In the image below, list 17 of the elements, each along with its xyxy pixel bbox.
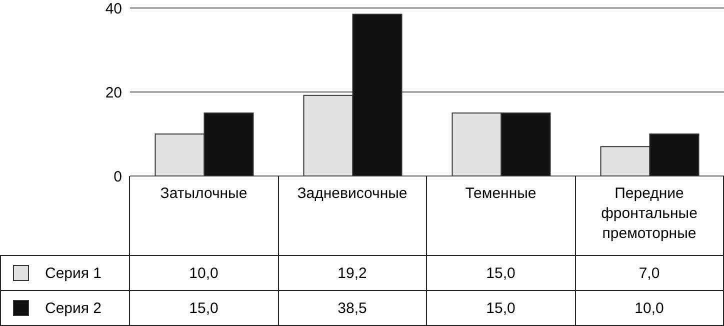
data-label: 10,0 [576, 291, 724, 326]
x-tick-label: Передние фронтальные премоторные [600, 184, 698, 244]
data-label: 15,0 [130, 291, 278, 326]
data-label: 7,0 [576, 256, 724, 291]
data-label: 38,5 [278, 291, 427, 326]
y-tick-label: 40 [105, 0, 122, 18]
y-tick-label: 0 [114, 168, 122, 186]
x-tick-label: Затылочные [160, 184, 248, 204]
legend-label: Серия 2 [45, 300, 102, 316]
data-label: 10,0 [130, 256, 278, 291]
x-tick-label: Теменные [465, 184, 536, 204]
legend-label: Серия 1 [45, 264, 102, 282]
y-tick-label: 20 [105, 84, 122, 102]
data-label: 15,0 [427, 291, 576, 326]
data-label: 15,0 [427, 256, 576, 291]
x-tick-label: Задневисочные [297, 184, 408, 204]
data-label: 19,2 [278, 256, 427, 291]
